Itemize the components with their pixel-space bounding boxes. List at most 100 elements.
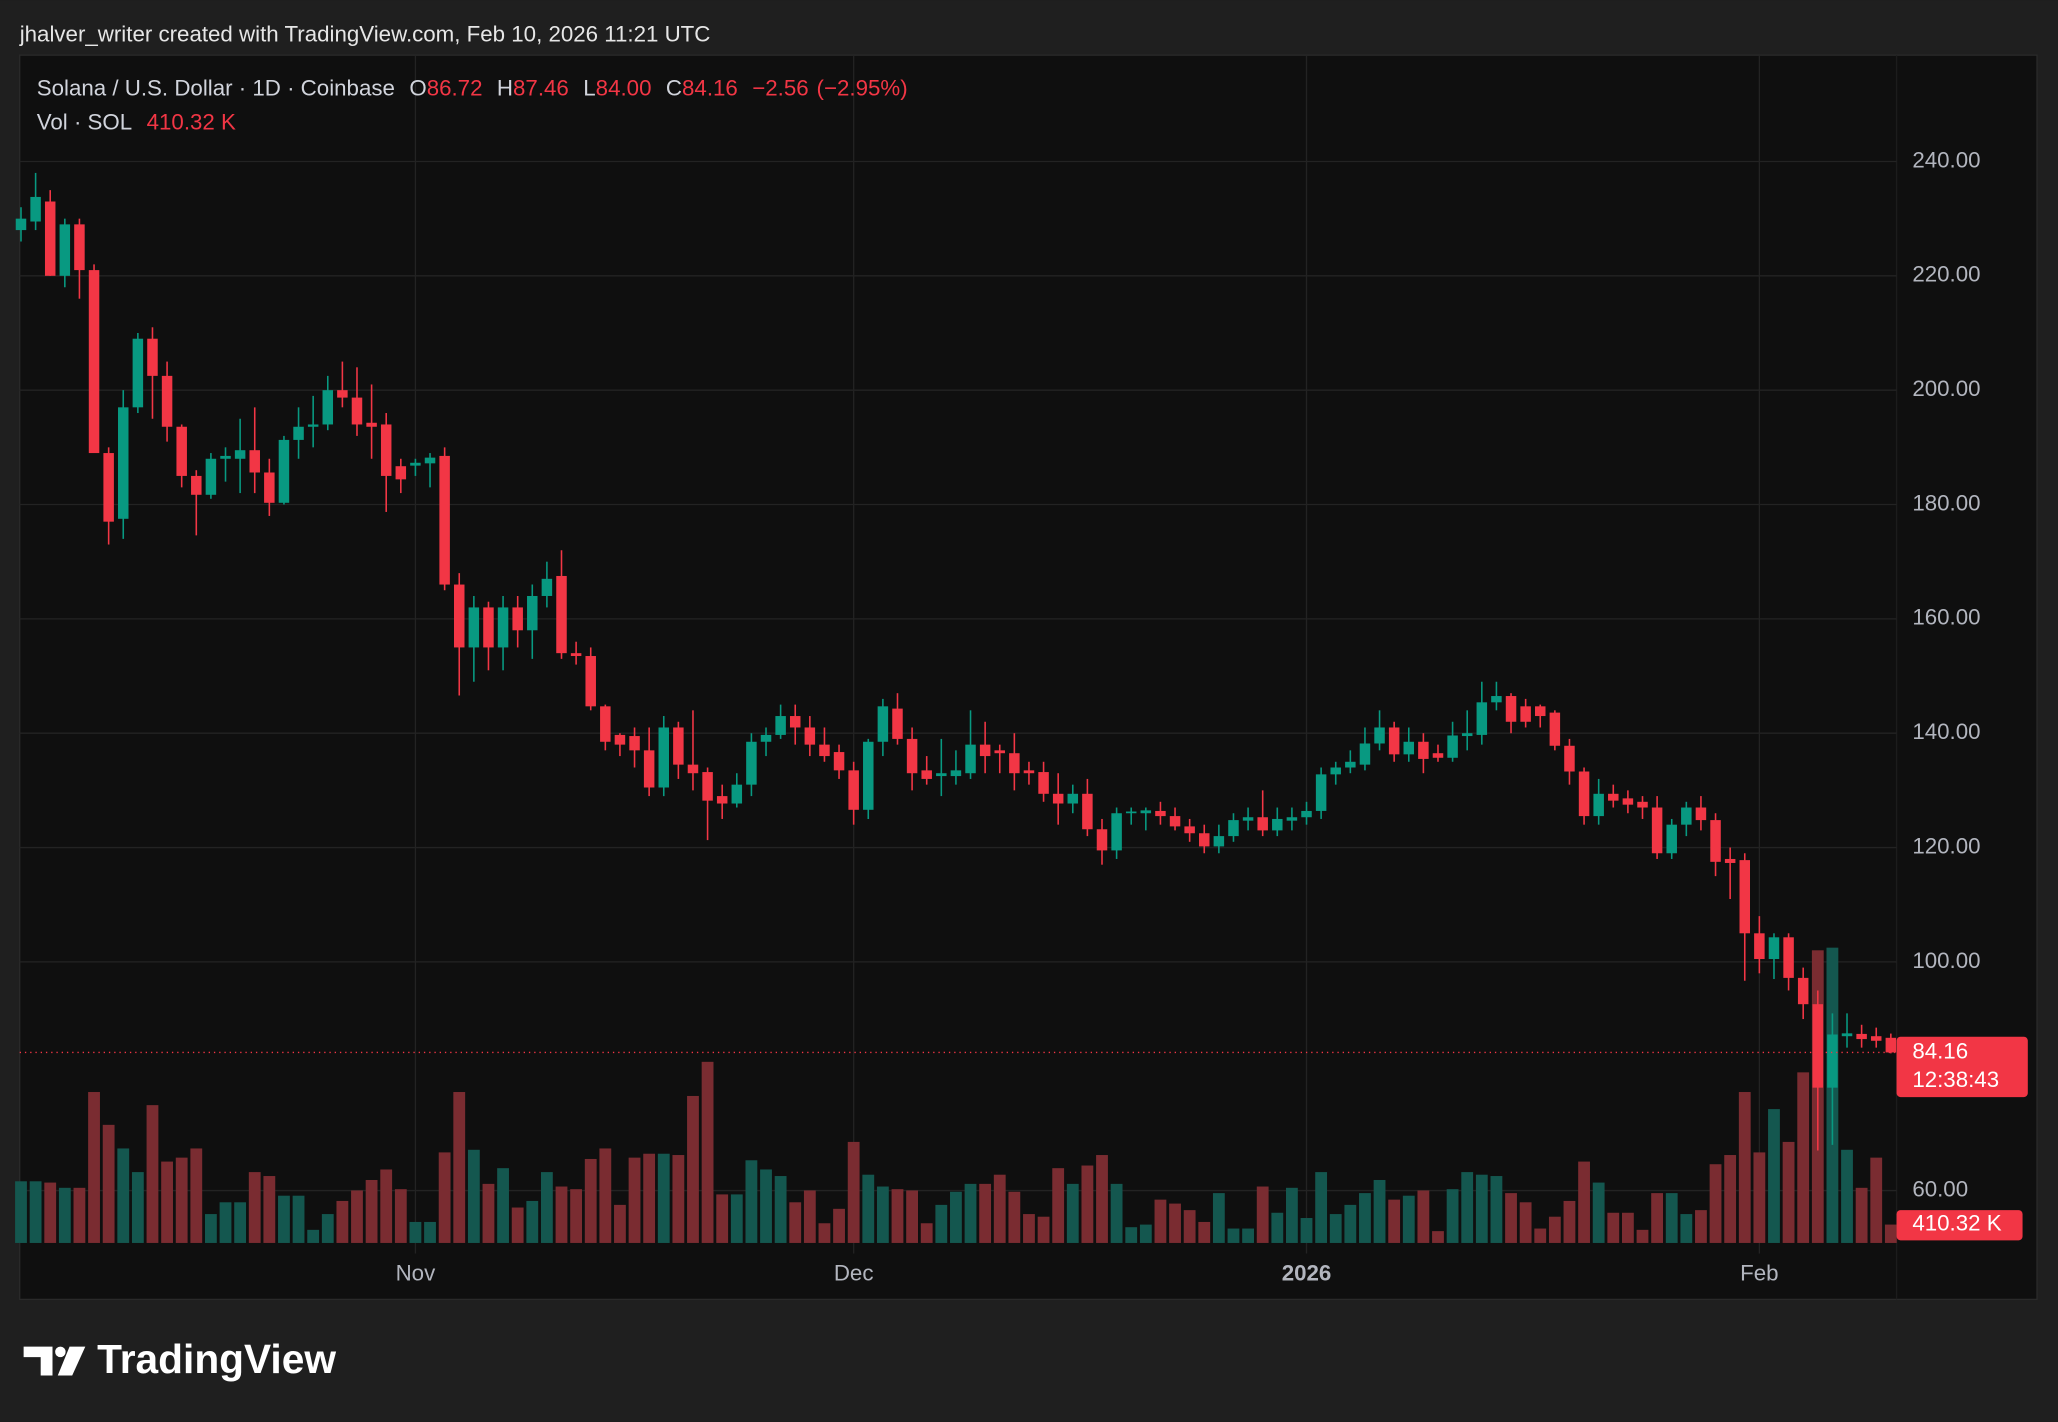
candle-body xyxy=(59,224,71,276)
candle-body xyxy=(643,750,655,788)
candle-body xyxy=(716,796,728,804)
volume-bar xyxy=(1066,1183,1079,1243)
candle-body xyxy=(1125,811,1137,814)
candle-body xyxy=(1242,817,1254,821)
volume-bar xyxy=(1315,1172,1328,1243)
candle-body xyxy=(483,607,494,648)
volume-bar xyxy=(687,1095,699,1243)
volume-bar xyxy=(1680,1214,1693,1243)
volume-bar xyxy=(701,1061,714,1243)
volume-bar xyxy=(44,1182,57,1243)
candle-body xyxy=(176,426,187,476)
volume-bar xyxy=(891,1189,904,1243)
volume-bar xyxy=(1183,1210,1196,1243)
volume-bar xyxy=(453,1092,466,1243)
candle-body xyxy=(1841,1033,1853,1037)
volume-bar xyxy=(497,1168,509,1243)
candle-body xyxy=(307,424,319,427)
volume-bar xyxy=(1388,1199,1401,1243)
volume-bar xyxy=(760,1169,772,1243)
volume-bar xyxy=(1417,1190,1430,1243)
volume-label-box xyxy=(1896,1210,2023,1241)
candle-body xyxy=(1695,807,1707,821)
legend-key: L xyxy=(583,75,595,100)
volume-bar xyxy=(1519,1202,1532,1243)
candle-body xyxy=(1827,1034,1838,1088)
volume-bar xyxy=(1286,1187,1298,1243)
candle-body xyxy=(1184,826,1195,834)
brand-logo: TradingView xyxy=(23,1336,336,1382)
volume-bar xyxy=(584,1158,597,1243)
logo-mark xyxy=(55,1346,66,1358)
candle-body xyxy=(88,270,100,454)
volume-bar xyxy=(467,1149,480,1243)
candle-body xyxy=(293,426,304,440)
volume-bar xyxy=(1110,1183,1123,1243)
volume-bar xyxy=(219,1202,232,1243)
volume-bar xyxy=(1782,1141,1795,1243)
price-label-box xyxy=(1896,1036,2028,1098)
volume-bar xyxy=(1768,1109,1780,1243)
candle-body xyxy=(1739,860,1751,934)
volume-bar xyxy=(1592,1182,1605,1243)
candle-body xyxy=(191,475,202,495)
volume-bar xyxy=(1446,1189,1459,1243)
candle-body xyxy=(1228,820,1239,837)
volume-bar xyxy=(1534,1228,1547,1243)
volume-value: 410.32 K xyxy=(147,109,236,134)
candle-body xyxy=(1330,767,1341,775)
candle-body xyxy=(366,422,377,427)
volume-bar xyxy=(1081,1165,1094,1243)
volume-bar xyxy=(511,1207,524,1243)
volume-axis-label: 410.32 K xyxy=(1912,1210,2001,1235)
candle-body xyxy=(1096,829,1108,851)
candle-body xyxy=(30,196,41,222)
volume-bar xyxy=(979,1183,992,1243)
volume-bar xyxy=(1198,1221,1211,1243)
volume-bar xyxy=(175,1157,188,1243)
candle-body xyxy=(541,578,553,596)
volume-bar xyxy=(1023,1214,1035,1243)
candle-body xyxy=(322,390,334,425)
volume-bar xyxy=(862,1174,875,1243)
volume-bar xyxy=(161,1161,173,1243)
candle-body xyxy=(1564,745,1575,772)
volume-bar xyxy=(555,1186,568,1243)
candle-body xyxy=(1272,818,1283,831)
candle-body xyxy=(103,453,114,522)
candle-body xyxy=(1213,836,1225,847)
candle-body xyxy=(1885,1037,1897,1053)
candle-body xyxy=(570,653,582,657)
candle-body xyxy=(527,595,538,631)
volume-bar xyxy=(1242,1228,1254,1243)
volume-bar xyxy=(321,1214,334,1243)
candle-body xyxy=(205,458,217,495)
candle-body xyxy=(1476,702,1488,735)
volume-bar xyxy=(935,1204,948,1243)
candle-body xyxy=(979,744,991,757)
volume-bar xyxy=(1505,1193,1517,1243)
volume-bar xyxy=(1709,1164,1722,1243)
candle-body xyxy=(1491,696,1502,703)
candle-body xyxy=(600,706,611,742)
candle-body xyxy=(351,397,363,425)
candle-body xyxy=(337,390,348,398)
volume-bar xyxy=(1271,1212,1284,1243)
candle-body xyxy=(74,224,85,271)
volume-bar xyxy=(1855,1187,1868,1243)
x-tick-label: Feb xyxy=(1740,1260,1778,1285)
candle-body xyxy=(1666,824,1677,854)
candle-body xyxy=(1257,817,1268,831)
candle-body xyxy=(1199,833,1210,847)
volume-bar xyxy=(117,1148,130,1243)
candle-body xyxy=(833,752,845,771)
volume-bar xyxy=(292,1195,305,1243)
candle-body xyxy=(1797,977,1809,1005)
candle-body xyxy=(585,656,596,707)
volume-bar xyxy=(1227,1228,1240,1243)
candle-body xyxy=(994,750,1005,754)
candle-body xyxy=(921,770,932,779)
candle-body xyxy=(1286,817,1298,821)
volume-bar xyxy=(1373,1179,1386,1243)
